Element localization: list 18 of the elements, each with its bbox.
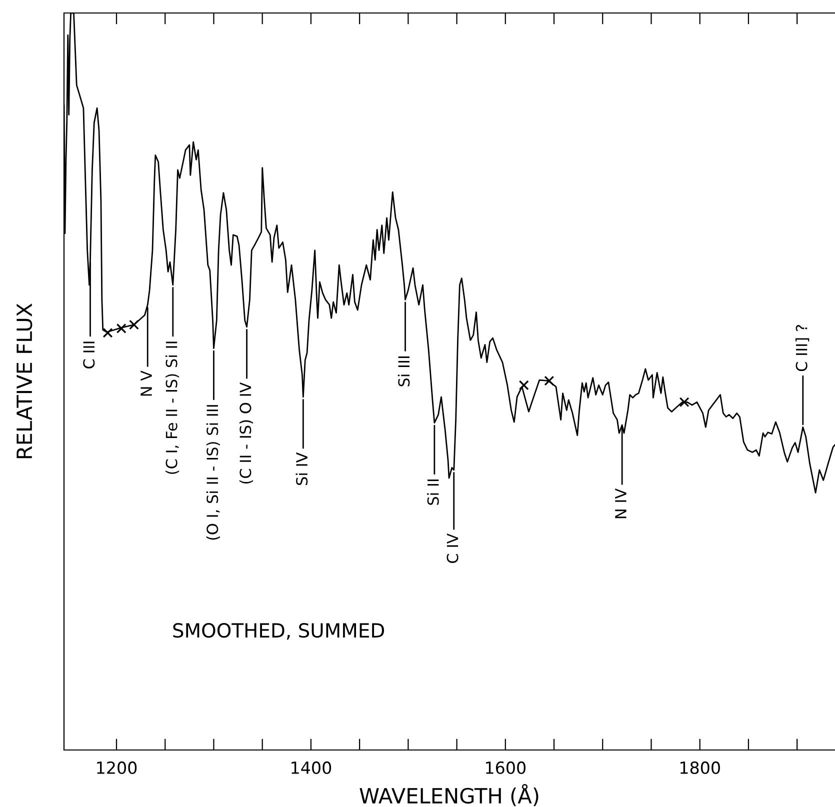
annotation: Si IV: [296, 452, 308, 485]
annotation: Si III: [398, 356, 410, 386]
x-tick-label: 1400: [292, 761, 332, 774]
annotation: (O I, Si II - IS) Si III: [206, 405, 220, 540]
x-tick-label: 1200: [97, 761, 137, 774]
annotation: N IV: [615, 488, 626, 518]
annotation: C IV: [446, 533, 458, 563]
annotation: C III: [83, 342, 95, 368]
x-tick-label: 1800: [680, 761, 720, 774]
annotation: Si II: [427, 480, 439, 505]
annotation: SMOOTHED, SUMMED: [173, 623, 384, 640]
annotation: (C I, Fe II - IS) Si II: [166, 342, 180, 474]
x-axis-title: WAVELENGTH (Å): [360, 784, 538, 806]
y-axis-title: RELATIVE FLUX: [16, 303, 32, 458]
annotation: (C II - IS) O IV: [239, 382, 254, 484]
x-tick-label: 1600: [486, 761, 526, 774]
annotation: N V: [140, 370, 152, 396]
annotation: C III] ?: [796, 325, 810, 372]
